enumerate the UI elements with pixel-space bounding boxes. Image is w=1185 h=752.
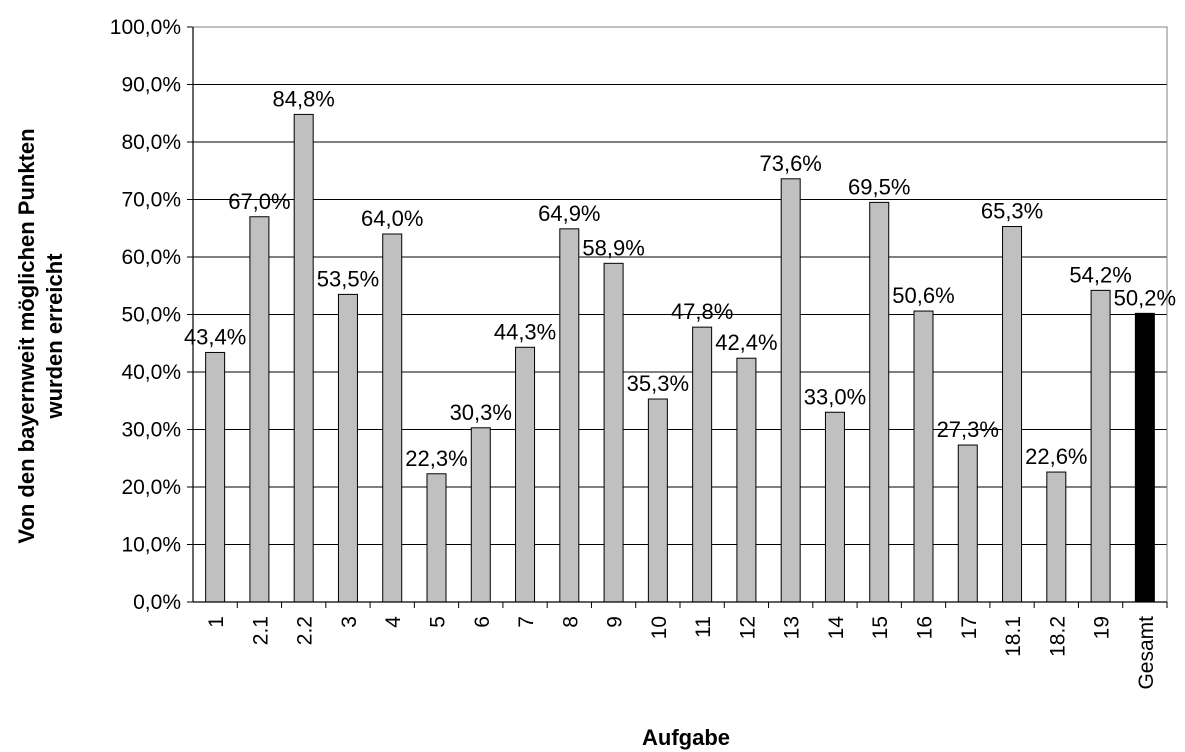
y-tick-label: 20,0% bbox=[121, 476, 181, 499]
bar bbox=[780, 178, 801, 603]
y-tick-label: 40,0% bbox=[121, 361, 181, 384]
x-tick-label: 11 bbox=[692, 616, 715, 638]
bar bbox=[1002, 226, 1023, 603]
x-tick-label: 12 bbox=[736, 616, 759, 639]
data-label: 67,0% bbox=[228, 189, 290, 214]
x-tick-label: 8 bbox=[559, 616, 582, 628]
bar bbox=[824, 411, 845, 603]
bar bbox=[470, 427, 491, 603]
data-label: 73,6% bbox=[759, 151, 821, 176]
x-tick-label: 10 bbox=[648, 616, 671, 639]
data-label: 53,5% bbox=[317, 266, 379, 291]
x-tick-label: 1 bbox=[205, 616, 228, 628]
data-label: 50,2% bbox=[1114, 285, 1176, 310]
bar bbox=[515, 346, 536, 603]
bar bbox=[957, 444, 978, 603]
bar bbox=[647, 398, 668, 603]
x-tick-label: 5 bbox=[427, 616, 450, 628]
x-tick-label: Gesamt bbox=[1135, 616, 1158, 690]
x-tick-labels: 1 2.1 2.2 3 4 5 6 7 8 9 10 11 12 13 14 15 16 17 18.1 18.2 19… bbox=[205, 616, 1158, 690]
bar bbox=[1046, 471, 1067, 603]
bar bbox=[869, 201, 890, 603]
bar bbox=[913, 310, 934, 603]
data-label: 42,4% bbox=[715, 330, 777, 355]
bar bbox=[426, 473, 447, 603]
bar bbox=[337, 293, 358, 603]
axes bbox=[192, 26, 1168, 608]
bar bbox=[205, 351, 226, 603]
x-tick-label: 3 bbox=[338, 616, 361, 628]
x-tick-label: 17 bbox=[958, 616, 981, 639]
x-tick-label: 6 bbox=[471, 616, 494, 628]
bar bbox=[382, 233, 403, 603]
x-tick-label: 7 bbox=[515, 616, 538, 628]
data-label: 54,2% bbox=[1069, 262, 1131, 287]
y-tick-label: 30,0% bbox=[121, 419, 181, 442]
bar bbox=[603, 262, 624, 603]
data-label: 65,3% bbox=[981, 199, 1043, 224]
y-tick-label: 10,0% bbox=[121, 534, 181, 557]
data-label: 64,0% bbox=[361, 206, 423, 231]
y-tick-label: 80,0% bbox=[121, 131, 181, 154]
x-tick-label: 15 bbox=[869, 616, 892, 639]
x-tick-label: 2.2 bbox=[294, 616, 317, 645]
data-label: 22,3% bbox=[405, 446, 467, 471]
x-tick-label: 18.1 bbox=[1002, 616, 1025, 657]
data-label: 84,8% bbox=[272, 86, 334, 111]
bar bbox=[249, 216, 270, 603]
y-tick-label: 0,0% bbox=[133, 591, 181, 614]
data-label: 35,3% bbox=[627, 371, 689, 396]
bar bbox=[1134, 312, 1155, 603]
y-axis-label-line1: Von den bayernweit möglichen Punkten bbox=[14, 128, 39, 543]
bar bbox=[692, 326, 713, 603]
data-label: 22,6% bbox=[1025, 444, 1087, 469]
x-tick-label: 13 bbox=[781, 616, 804, 639]
data-label: 33,0% bbox=[804, 384, 866, 409]
y-axis-label-line2: wurden erreicht bbox=[42, 253, 67, 420]
bar bbox=[736, 357, 757, 603]
y-tick-label: 60,0% bbox=[121, 246, 181, 269]
data-label: 27,3% bbox=[937, 417, 999, 442]
bar bbox=[293, 113, 314, 603]
x-tick-label: 16 bbox=[914, 616, 937, 639]
x-tick-label: 19 bbox=[1091, 616, 1114, 639]
data-label: 43,4% bbox=[184, 324, 246, 349]
y-tick-label: 100,0% bbox=[110, 16, 181, 39]
data-label: 47,8% bbox=[671, 299, 733, 324]
x-tick-label: 2.1 bbox=[249, 616, 272, 645]
y-tick-label: 90,0% bbox=[121, 74, 181, 97]
x-tick-label: 9 bbox=[604, 616, 627, 628]
bars bbox=[205, 113, 1155, 603]
bar bbox=[559, 228, 580, 603]
data-label: 30,3% bbox=[450, 400, 512, 425]
data-label: 64,9% bbox=[538, 201, 600, 226]
data-label: 58,9% bbox=[582, 235, 644, 260]
bar bbox=[1090, 289, 1111, 603]
data-labels: 43,4% 67,0% 84,8% 53,5% 64,0% 22,3% 30,3% 44,3%… bbox=[184, 86, 1176, 470]
y-tick-labels: 0,0% 10,0% 20,0% 30,0% 40,0% 50,0% 60,0% 70,0% 8… bbox=[110, 16, 181, 614]
data-label: 69,5% bbox=[848, 174, 910, 199]
x-tick-label: 4 bbox=[382, 616, 405, 628]
y-tick-label: 50,0% bbox=[121, 304, 181, 327]
data-label: 44,3% bbox=[494, 319, 556, 344]
x-axis-label: Aufgabe bbox=[642, 725, 730, 750]
x-tick-label: 14 bbox=[825, 616, 848, 640]
y-tick-label: 70,0% bbox=[121, 189, 181, 212]
x-tick-label: 18.2 bbox=[1046, 616, 1069, 657]
data-label: 50,6% bbox=[892, 283, 954, 308]
